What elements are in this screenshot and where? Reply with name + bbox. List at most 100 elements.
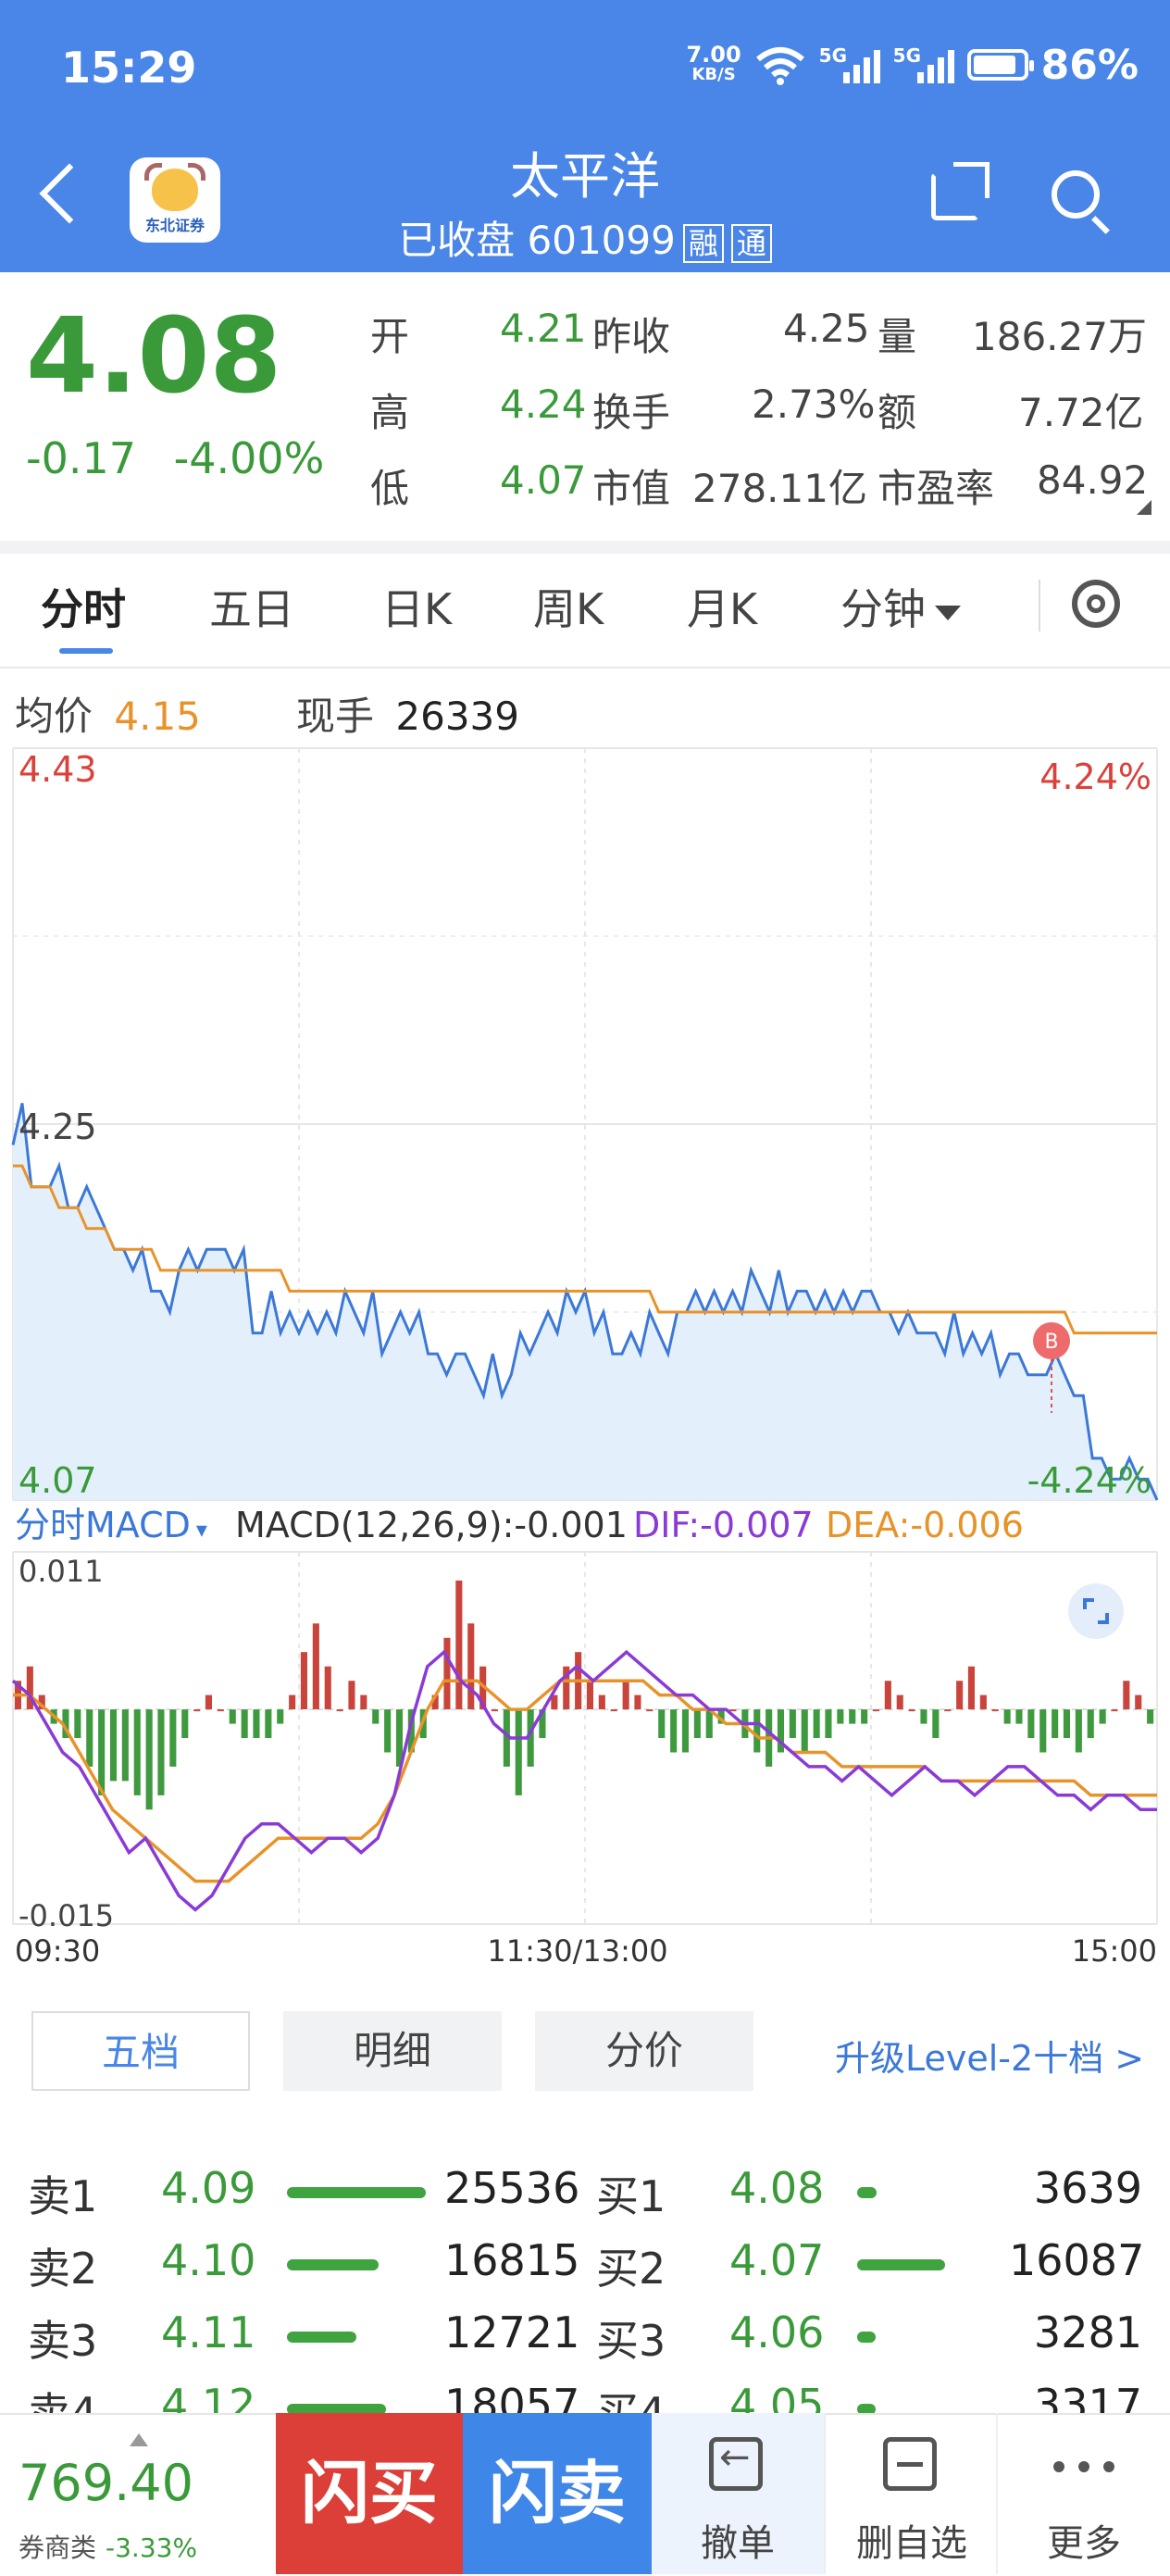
tab-intraday[interactable]: 分时 (41, 584, 126, 634)
macd-bar (622, 1681, 629, 1710)
dea-line (13, 1679, 1157, 1883)
bid-volume: 16087 (1009, 2235, 1145, 2285)
trade-marker-label: B (1044, 1331, 1058, 1354)
bid-volume: 3639 (1033, 2163, 1142, 2213)
sig1-label: 5G (818, 44, 848, 67)
macd-bar (1135, 1694, 1142, 1710)
price-mid-label: 4.25 (19, 1107, 97, 1147)
macd-bar (658, 1709, 666, 1738)
macd-bar (157, 1709, 165, 1795)
macd-bar (109, 1709, 117, 1782)
tab-five-levels[interactable]: 五档 (31, 2011, 250, 2091)
cow-icon (144, 163, 205, 211)
macd-bar (1099, 1709, 1106, 1724)
search-icon[interactable] (1052, 170, 1100, 219)
open-label: 开 (370, 314, 410, 359)
tab-five-day[interactable]: 五日 (209, 584, 294, 634)
macd-bar (872, 1709, 879, 1712)
macd-bar (944, 1709, 952, 1712)
macd-bar (395, 1709, 403, 1767)
market-cap-value: 278.11亿 (692, 466, 867, 511)
more-button[interactable]: 更多 (996, 2413, 1170, 2574)
macd-bar (646, 1709, 653, 1712)
net-speed-value: 7.00 (686, 42, 741, 68)
macd-bar (967, 1666, 975, 1710)
macd-bar (729, 1709, 737, 1712)
price-min-label: 4.07 (19, 1460, 97, 1501)
tab-minute[interactable]: 分钟 (840, 576, 961, 637)
avg-line (13, 1164, 1157, 1335)
macd-bar (979, 1694, 987, 1710)
macd-bar (598, 1694, 605, 1710)
macd-bar (610, 1709, 617, 1712)
macd-bar (825, 1709, 832, 1738)
share-icon[interactable] (931, 162, 990, 220)
macd-grid (12, 1551, 1158, 1925)
bid-label: 买1 (596, 2171, 666, 2221)
tab-price-dist[interactable]: 分价 (535, 2011, 753, 2091)
tab-daily-k[interactable]: 日K (381, 584, 453, 634)
macd-bar (801, 1709, 808, 1753)
flash-sell-button[interactable]: 闪卖 (463, 2413, 652, 2574)
macd-bar (229, 1709, 236, 1724)
sector-name: 券商类 (19, 2532, 97, 2563)
tab-details[interactable]: 明细 (283, 2011, 502, 2091)
expand-up-icon[interactable] (130, 2433, 148, 2446)
last-price: 4.08 (26, 296, 282, 417)
macd-bar (861, 1709, 868, 1724)
volume-label: 量 (878, 314, 917, 359)
sector-index-value[interactable]: 769.40 (19, 2454, 193, 2512)
stock-subtitle: 已收盘 601099 融通 (0, 209, 1170, 266)
macd-bar (121, 1709, 129, 1782)
tab-monthly-k[interactable]: 月K (687, 584, 758, 634)
sector-index-label[interactable]: 券商类 -3.33% (19, 2528, 197, 2565)
cancel-order-button[interactable]: 撤单 (652, 2413, 824, 2574)
ask-price: 4.10 (161, 2235, 256, 2285)
macd-bar (1147, 1709, 1154, 1724)
connect-tag: 通 (730, 223, 772, 263)
macd-bar (896, 1694, 903, 1710)
macd-bar (193, 1709, 201, 1712)
macd-bar (777, 1709, 784, 1753)
margin-tag: 融 (682, 223, 724, 263)
macd-bar (1039, 1709, 1047, 1753)
upgrade-level2-link[interactable]: 升级Level-2十档 > (835, 2038, 1145, 2079)
low-label: 低 (370, 466, 410, 511)
gear-icon[interactable] (1072, 580, 1120, 628)
more-dots-icon (1053, 2461, 1114, 2472)
flash-buy-button[interactable]: 闪买 (276, 2413, 463, 2574)
macd-bar (681, 1709, 689, 1753)
macd-bar (753, 1709, 761, 1753)
macd-bar (300, 1652, 307, 1709)
macd-bar (217, 1709, 224, 1712)
remove-watchlist-button[interactable]: 删自选 (824, 2413, 998, 2574)
macd-bar (563, 1666, 570, 1710)
divider (0, 667, 1170, 669)
macd-title[interactable]: 分时MACD ▾ (15, 1505, 207, 1545)
bid-volume-bar (857, 2187, 877, 2198)
bid-label: 买2 (596, 2244, 666, 2294)
minus-box-icon (883, 2437, 937, 2491)
ask-label: 卖3 (28, 2316, 98, 2366)
macd-bar (253, 1709, 260, 1738)
macd-bar (693, 1709, 701, 1738)
bid-label: 买3 (596, 2316, 666, 2366)
macd-bar (348, 1681, 355, 1710)
expand-corner-icon[interactable] (1137, 500, 1151, 515)
macd-bar (372, 1709, 380, 1724)
macd-bar (670, 1709, 678, 1753)
time-start: 09:30 (15, 1933, 100, 1969)
broker-logo[interactable]: 东北证券 (130, 157, 220, 243)
macd-bar (515, 1709, 522, 1795)
macd-bar (145, 1709, 153, 1810)
ask-label: 卖2 (28, 2244, 98, 2294)
tab-weekly-k[interactable]: 周K (533, 584, 604, 634)
macd-bar (991, 1709, 999, 1712)
change-percent: -4.00% (173, 433, 325, 483)
prev-close-label: 昨收 (592, 314, 671, 359)
volume-value: 186.27万 (972, 314, 1147, 359)
trade-marker-b[interactable] (1033, 1322, 1070, 1359)
fullscreen-icon[interactable] (1068, 1583, 1124, 1639)
remove-watchlist-label: 删自选 (856, 2522, 967, 2565)
